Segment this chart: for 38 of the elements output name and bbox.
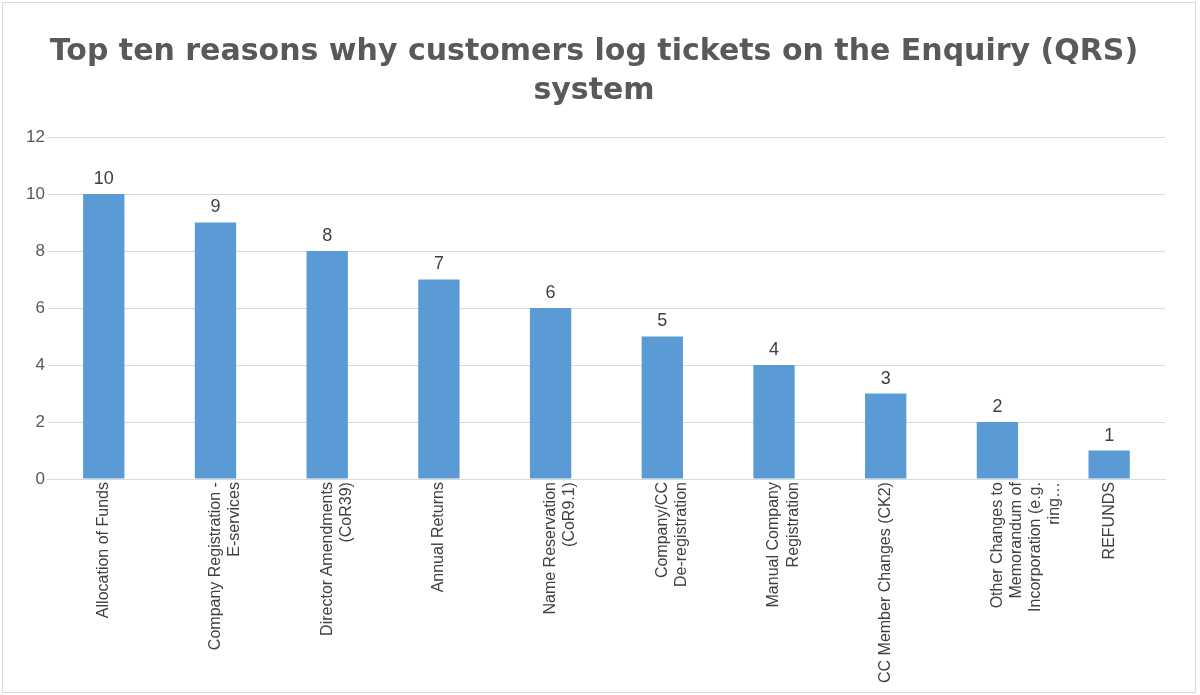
x-tick-label: Manual Company Registration xyxy=(764,482,801,608)
y-tick-label: 12 xyxy=(25,126,45,146)
bar xyxy=(865,393,907,479)
y-tick-label: 10 xyxy=(25,183,45,203)
data-label: 7 xyxy=(433,253,444,274)
data-label: 6 xyxy=(545,281,556,302)
data-label: 1 xyxy=(1104,424,1115,445)
x-tick-label: REFUNDS xyxy=(1099,482,1117,560)
y-tick-label: 0 xyxy=(35,468,45,488)
x-tick-label: Annual Returns xyxy=(429,482,447,593)
bar xyxy=(306,251,348,479)
bar xyxy=(529,308,572,479)
x-tick-label: CC Member Changes (CK2) xyxy=(876,482,894,683)
bar xyxy=(753,365,795,479)
x-tick-label: Company Registration - E-services xyxy=(205,482,243,651)
y-tick-label: 2 xyxy=(35,411,45,431)
y-tick-label: 4 xyxy=(35,354,45,374)
x-tick-label: Name Reservation (CoR9.1) xyxy=(541,482,578,615)
data-label: 9 xyxy=(210,196,221,217)
x-tick-label: Other Changes to Memorandum of Incorporation (e.g. ring… xyxy=(987,481,1063,612)
data-label: 4 xyxy=(769,339,780,359)
data-label: 5 xyxy=(657,310,668,331)
y-tick-label: 6 xyxy=(35,297,45,317)
bar xyxy=(418,279,460,479)
y-tick-label: 8 xyxy=(35,240,45,260)
data-label: 8 xyxy=(322,224,333,245)
bar xyxy=(83,194,125,479)
bar xyxy=(976,422,1019,479)
data-label: 3 xyxy=(880,367,891,388)
x-tick-label: Allocation of Funds xyxy=(94,482,112,619)
bar xyxy=(1088,450,1130,479)
x-tick-label: Company/CC De-registration xyxy=(652,482,689,587)
bar xyxy=(194,222,237,479)
data-label: 2 xyxy=(992,396,1003,417)
data-label: 10 xyxy=(93,167,114,188)
bar xyxy=(641,336,683,479)
x-tick-label: Director Amendments (CoR39) xyxy=(317,482,354,636)
chart-title: Top ten reasons why customers log tickets on the Enquiry (QRS) system xyxy=(49,32,1139,107)
